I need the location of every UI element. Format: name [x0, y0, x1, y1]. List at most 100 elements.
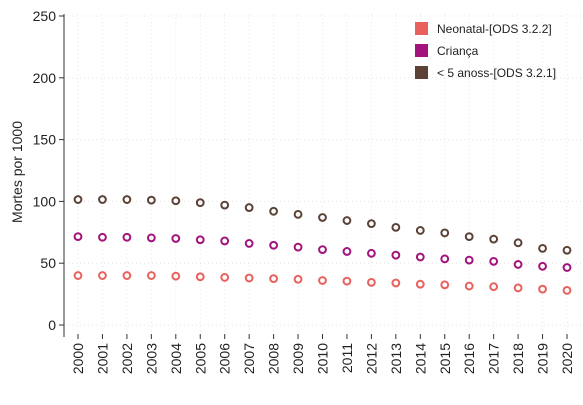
data-point	[269, 274, 279, 284]
x-tick-label: 2010	[315, 343, 331, 374]
data-point	[440, 228, 450, 238]
data-point	[171, 271, 181, 281]
data-point	[122, 195, 132, 204]
y-tick-label: 0	[48, 317, 56, 333]
data-point	[293, 209, 303, 219]
legend-label: Criança	[437, 44, 479, 58]
data-point	[195, 272, 205, 282]
x-tick-label: 2017	[486, 343, 502, 374]
legend-swatch	[415, 44, 428, 57]
x-tick-label: 2016	[461, 343, 477, 374]
data-point	[146, 233, 156, 243]
data-point	[513, 260, 523, 269]
data-point	[293, 274, 303, 284]
legend: Neonatal-[ODS 3.2.2] Criança < 5 anoss-[OD…	[415, 22, 556, 80]
x-ticks: 2000 2001 2002 2003 2004 2005 2006 2007 2008 2009…	[70, 334, 575, 374]
data-point	[98, 232, 107, 242]
data-point	[464, 255, 474, 265]
data-point	[269, 206, 279, 216]
data-point	[318, 245, 327, 255]
data-point	[538, 261, 547, 271]
data-point	[489, 256, 499, 266]
data-point	[464, 281, 474, 291]
data-point	[513, 238, 523, 248]
data-point	[122, 232, 132, 242]
x-tick-label: 2008	[266, 343, 282, 374]
data-point	[146, 271, 156, 280]
x-tick-label: 2000	[70, 343, 86, 374]
data-point	[391, 278, 401, 288]
data-point	[489, 282, 499, 292]
y-ticks: 0 50 100 150 200 250	[33, 8, 64, 333]
data-point	[98, 271, 107, 280]
data-point	[195, 235, 205, 245]
y-tick-label: 150	[33, 132, 57, 148]
data-point	[342, 247, 352, 256]
x-tick-label: 2013	[388, 343, 404, 374]
x-tick-label: 2007	[241, 343, 257, 374]
x-tick-label: 2003	[143, 343, 159, 374]
data-point	[342, 276, 352, 286]
data-point	[415, 252, 425, 262]
data-point	[367, 219, 376, 229]
data-point	[171, 196, 181, 206]
data-point	[391, 250, 401, 260]
x-tick-label: 2015	[437, 343, 453, 374]
data-point	[367, 248, 376, 258]
data-point	[562, 285, 572, 295]
y-tick-label: 50	[40, 255, 56, 271]
y-tick-label: 200	[33, 70, 57, 86]
x-tick-label: 2005	[192, 343, 208, 374]
data-point	[73, 232, 83, 242]
x-tick-label: 2002	[119, 343, 135, 374]
data-point	[415, 279, 425, 289]
data-point	[538, 284, 547, 294]
x-tick-label: 2020	[559, 343, 575, 374]
data-point	[244, 273, 254, 283]
data-point	[464, 232, 474, 242]
data-points	[73, 195, 572, 295]
data-point	[220, 200, 230, 210]
data-point	[538, 243, 547, 253]
y-tick-label: 250	[33, 8, 57, 24]
data-point	[220, 273, 230, 282]
data-point	[562, 245, 572, 255]
data-point	[318, 276, 327, 285]
data-point	[318, 213, 327, 222]
data-point	[244, 239, 254, 248]
x-tick-label: 2011	[339, 343, 355, 373]
data-point	[122, 271, 132, 280]
data-point	[146, 195, 156, 205]
x-tick-label: 2014	[412, 343, 428, 374]
data-point	[195, 198, 205, 208]
legend-swatch	[415, 66, 428, 79]
data-point	[293, 242, 303, 252]
data-point	[513, 283, 523, 293]
data-point	[269, 240, 279, 250]
x-tick-label: 2009	[290, 343, 306, 374]
data-point	[220, 236, 230, 246]
legend-swatch	[415, 22, 428, 35]
y-tick-label: 100	[33, 193, 57, 209]
data-point	[342, 216, 352, 225]
legend-label: Neonatal-[ODS 3.2.2]	[437, 22, 552, 36]
x-tick-label: 2006	[217, 343, 233, 374]
data-point	[244, 203, 254, 212]
y-axis-label: Mortes por 1000	[9, 121, 25, 223]
x-tick-label: 2018	[510, 343, 526, 374]
x-tick-label: 2001	[94, 343, 110, 374]
data-point	[98, 195, 107, 204]
grid	[64, 14, 583, 334]
data-point	[489, 234, 499, 244]
legend-label: < 5 anoss-[ODS 3.2.1]	[437, 66, 556, 80]
data-point	[440, 280, 450, 290]
data-point	[440, 254, 450, 264]
data-point	[391, 222, 401, 232]
data-point	[562, 263, 572, 272]
data-point	[367, 277, 376, 287]
x-tick-label: 2019	[535, 343, 551, 374]
x-tick-label: 2012	[363, 343, 379, 374]
data-point	[73, 271, 83, 280]
data-point	[171, 234, 181, 243]
